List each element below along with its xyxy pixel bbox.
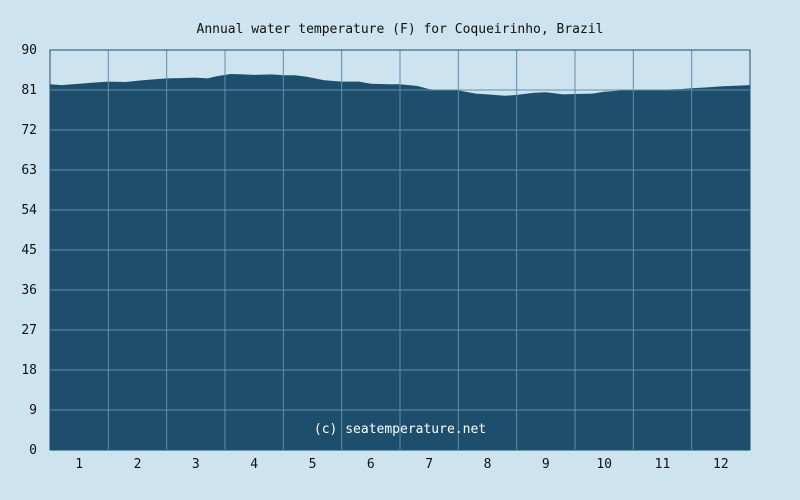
x-tick-label: 10 bbox=[596, 457, 612, 472]
x-tick-label: 3 bbox=[192, 457, 200, 472]
copyright-annotation: (c) seatemperature.net bbox=[314, 422, 486, 437]
y-tick-label: 45 bbox=[21, 243, 37, 258]
x-tick-label: 9 bbox=[542, 457, 550, 472]
y-tick-label: 63 bbox=[21, 163, 37, 178]
x-tick-label: 6 bbox=[367, 457, 375, 472]
x-tick-label: 11 bbox=[655, 457, 671, 472]
x-tick-label: 7 bbox=[425, 457, 433, 472]
y-axis-ticks: 0 9 18 27 36 45 54 63 72 81 90 bbox=[21, 43, 37, 458]
y-tick-label: 81 bbox=[21, 83, 37, 98]
y-tick-label: 36 bbox=[21, 283, 37, 298]
x-tick-label: 5 bbox=[309, 457, 317, 472]
x-tick-label: 2 bbox=[134, 457, 142, 472]
y-tick-label: 54 bbox=[21, 203, 37, 218]
y-tick-label: 90 bbox=[21, 43, 37, 58]
y-tick-label: 27 bbox=[21, 323, 37, 338]
grid-lines bbox=[50, 50, 750, 450]
chart-title: Annual water temperature (F) for Coqueir… bbox=[197, 22, 604, 37]
plot-frame bbox=[49, 49, 751, 451]
y-tick-label: 18 bbox=[21, 363, 37, 378]
y-tick-label: 72 bbox=[21, 123, 37, 138]
x-tick-label: 8 bbox=[484, 457, 492, 472]
y-tick-label: 0 bbox=[29, 443, 37, 458]
x-axis-ticks: 1 2 3 4 5 6 7 8 9 10 11 12 bbox=[75, 457, 728, 472]
x-tick-label: 1 bbox=[75, 457, 83, 472]
x-tick-label: 4 bbox=[250, 457, 258, 472]
y-tick-label: 9 bbox=[29, 403, 37, 418]
x-tick-label: 12 bbox=[713, 457, 729, 472]
